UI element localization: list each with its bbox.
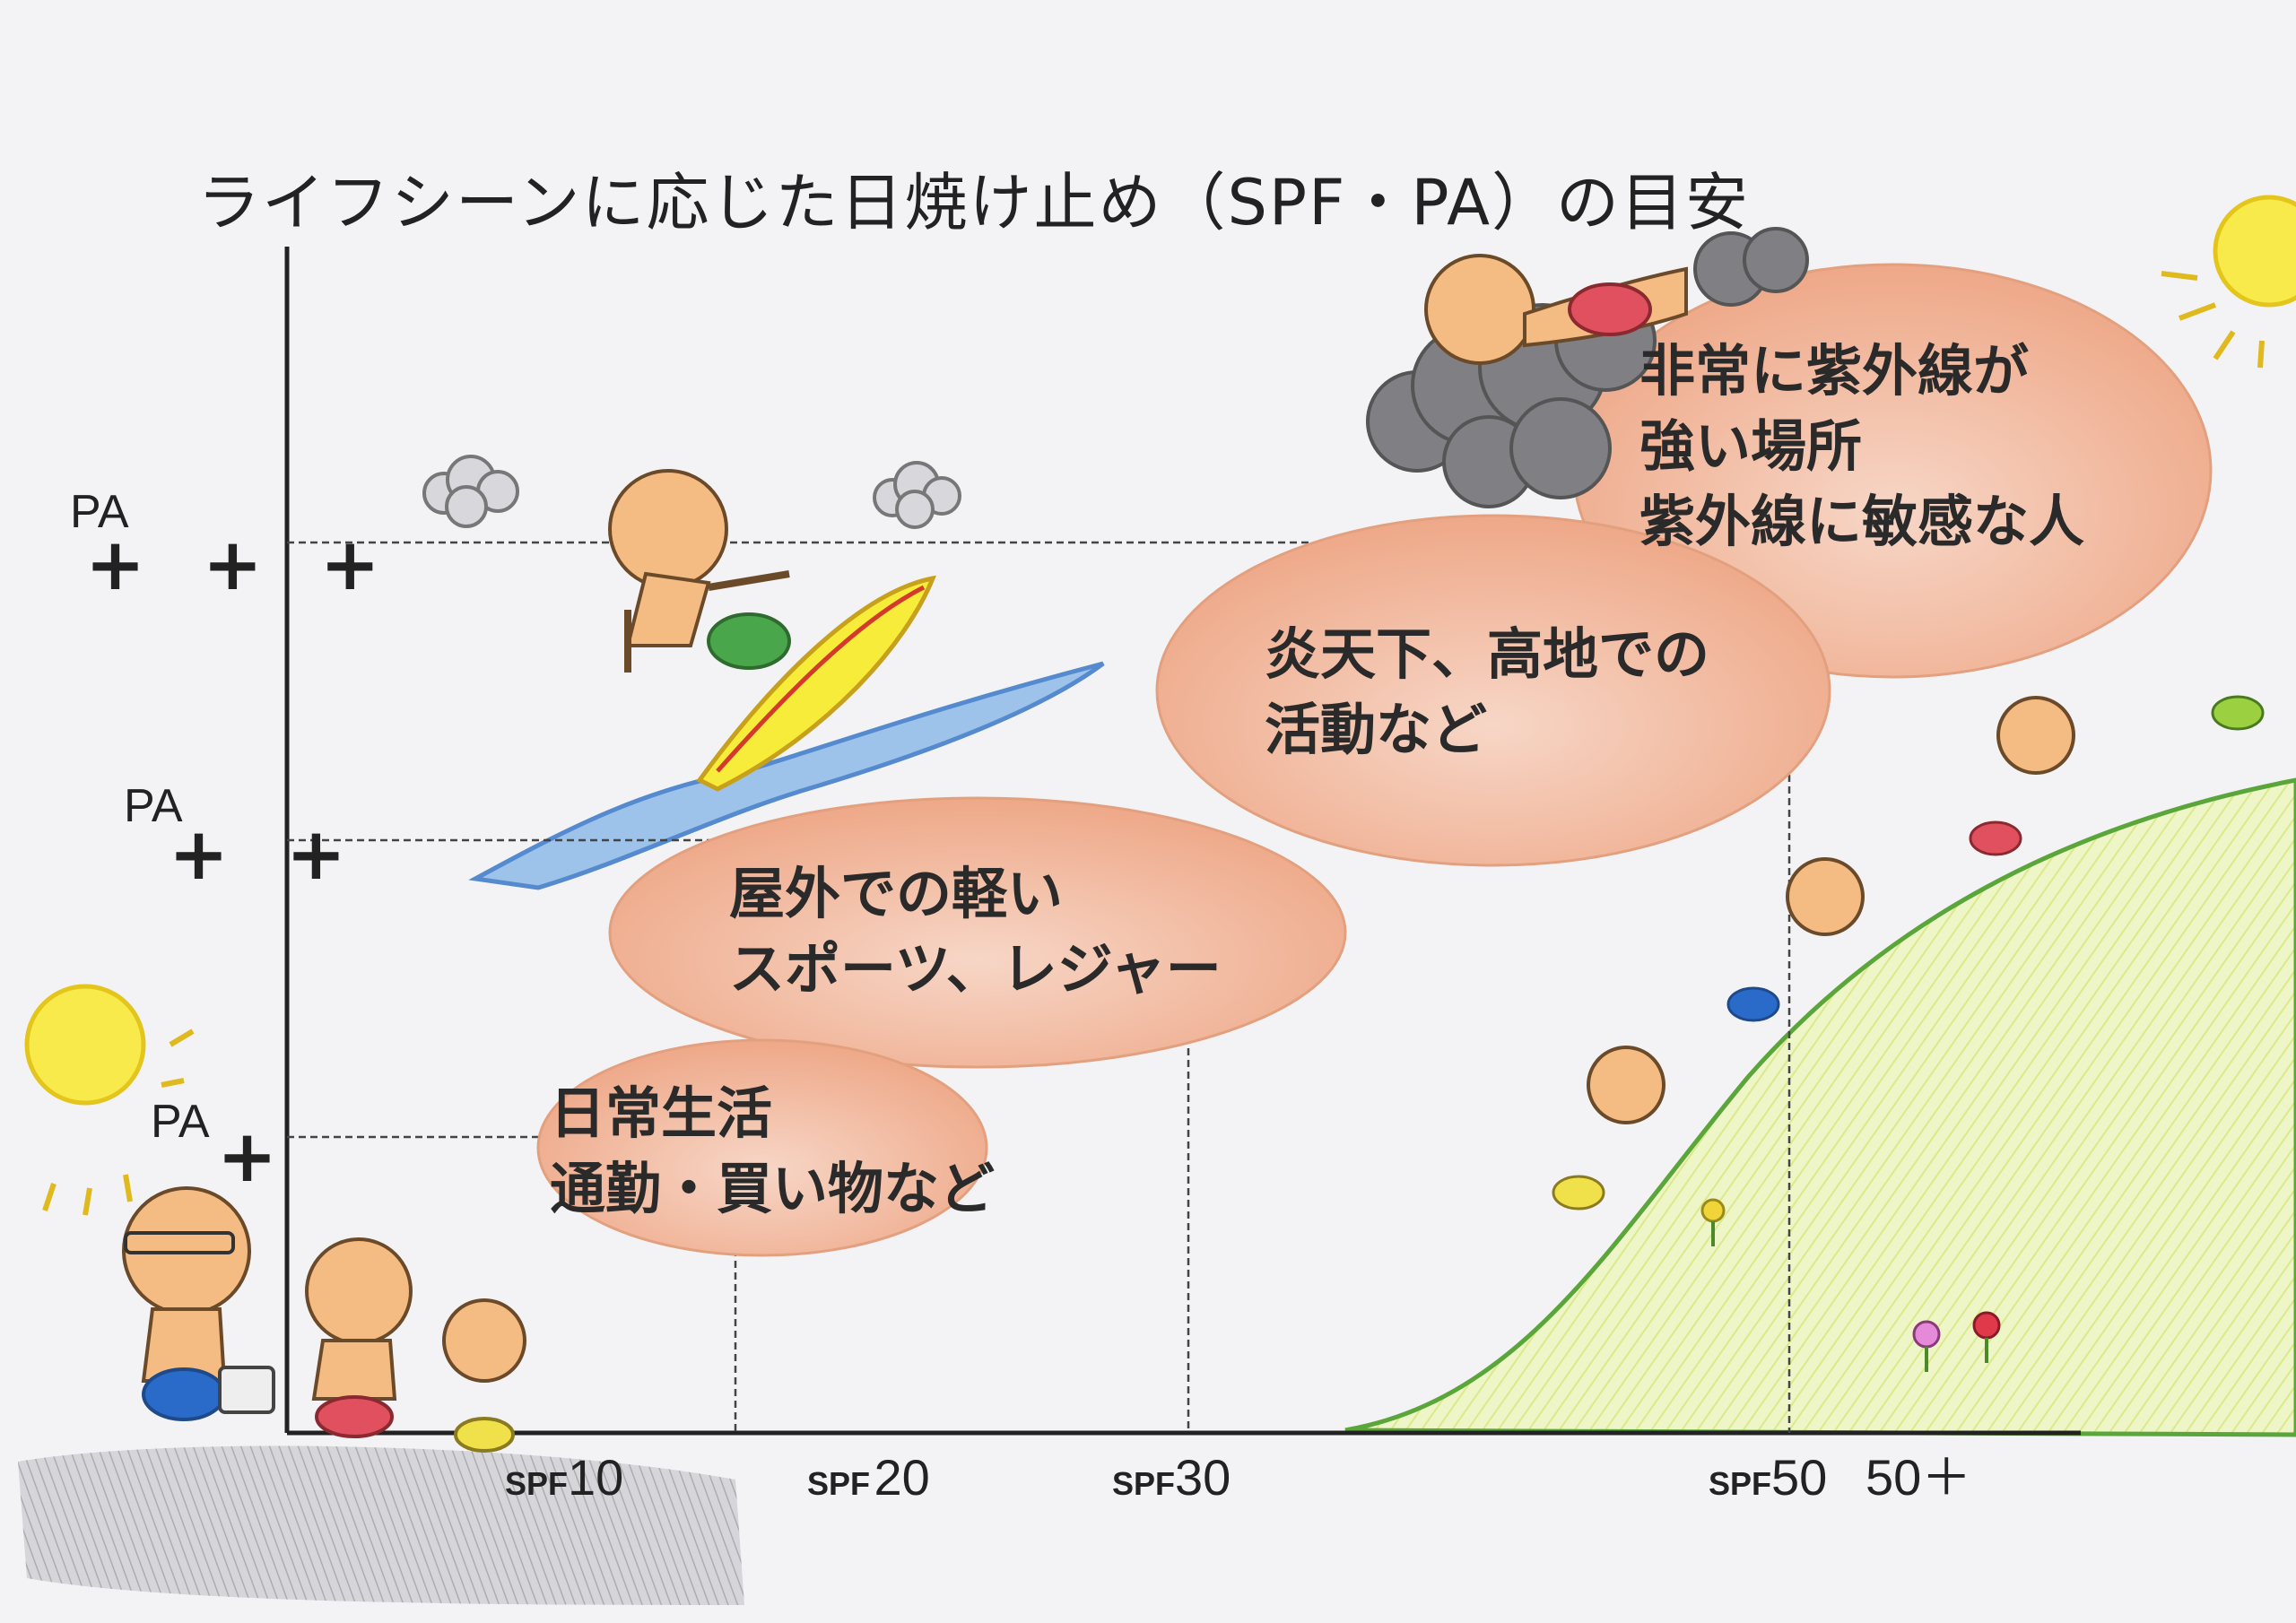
pa-level-2-label: PA	[124, 780, 183, 832]
scene-text-sensitive: 非常に紫外線が 強い場所 紫外線に敏感な人	[1639, 334, 2084, 560]
hill-icon	[1344, 777, 2296, 1437]
spf-50-label: SPF50	[1709, 1453, 1827, 1503]
spf-value: 20	[874, 1449, 930, 1506]
scene-line: 活動など	[1265, 697, 1488, 762]
spf-30-label: SPF30	[1112, 1453, 1231, 1503]
pa-level-3-label: PA	[70, 486, 129, 538]
flower-icon	[1972, 1311, 2001, 1363]
sun-icon	[24, 984, 195, 1216]
scene-line: スポーツ、レジャー	[729, 936, 1222, 1002]
spf-20-label: SPF 20	[807, 1453, 930, 1503]
person-icon	[1424, 254, 1688, 365]
person-icon	[2211, 695, 2265, 731]
spf-10-label: SPF10	[505, 1453, 623, 1503]
spf-prefix: SPF	[807, 1465, 871, 1502]
person-icon	[608, 469, 791, 673]
scene-line: 非常に紫外線が	[1639, 338, 2030, 404]
spf-value: 50	[1771, 1449, 1828, 1506]
scene-text-outdoor: 屋外での軽い スポーツ、レジャー	[729, 856, 1222, 1007]
pa-level-1-label: PA	[151, 1096, 210, 1148]
person-icon	[122, 1186, 251, 1421]
briefcase-icon	[218, 1366, 275, 1414]
scene-line: 屋外での軽い	[729, 861, 1064, 926]
spf-prefix: SPF	[1709, 1465, 1772, 1502]
scene-line: 紫外線に敏感な人	[1639, 489, 2085, 554]
person-icon	[305, 1237, 413, 1438]
spf-value: 30	[1175, 1449, 1231, 1506]
pa-level-1-plus: +	[217, 1115, 294, 1198]
surfboard-icon	[696, 575, 937, 792]
cloud-icon	[873, 461, 961, 529]
wave-icon	[468, 661, 1105, 890]
pa-level-2-plus: + +	[169, 812, 362, 896]
scene-text-hot: 炎天下、高地での 活動など	[1265, 617, 1709, 768]
spf-prefix: SPF	[1112, 1465, 1176, 1502]
cloud-icon	[422, 455, 519, 528]
ground-shadow	[18, 1445, 744, 1605]
person-icon	[442, 1298, 526, 1453]
person-icon	[1552, 1046, 1665, 1211]
person-icon	[1726, 857, 1865, 1022]
page-title: ライフシーンに応じた日焼け止め（SPF・PA）の目安	[197, 166, 1751, 239]
flower-icon	[1700, 1198, 1726, 1246]
scene-text-daily: 日常生活 通勤・買い物など	[550, 1076, 995, 1227]
scene-bubble-outdoor	[608, 796, 1347, 1069]
scene-line: 日常生活	[550, 1081, 773, 1146]
spf-value: 10	[568, 1449, 624, 1506]
scene-line: 強い場所	[1639, 413, 1863, 479]
scene-line: 炎天下、高地での	[1265, 621, 1710, 687]
pa-level-3-plus: + + +	[85, 523, 396, 606]
sun-icon	[2161, 195, 2296, 369]
person-icon	[1969, 696, 2075, 856]
scene-bubble-hot	[1155, 514, 1831, 867]
flower-icon	[1912, 1320, 1941, 1372]
spf-50-plus-label: 50＋	[1866, 1449, 1972, 1506]
scene-line: 通勤・買い物など	[550, 1156, 996, 1221]
scene-bubble-daily	[536, 1038, 988, 1257]
spf-prefix: SPF	[505, 1465, 569, 1502]
